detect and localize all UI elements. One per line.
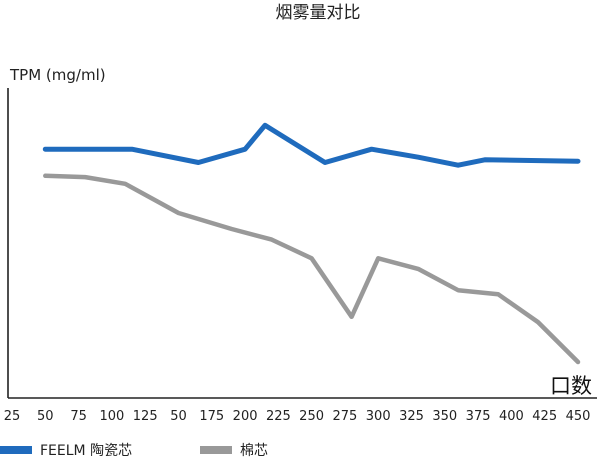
series-line [43,173,581,365]
x-tick-label: 375 [466,409,491,424]
x-tick-label: 25 [4,409,21,424]
series-layer [42,122,581,365]
x-tick-label: 50 [170,409,187,424]
x-tick-label: 175 [199,409,224,424]
x-tick-label: 200 [233,409,258,424]
legend-label: FEELM 陶瓷芯 [40,443,132,458]
x-tick-label: 75 [70,409,87,424]
x-tick-label: 300 [366,409,391,424]
x-tick-label: 50 [37,409,54,424]
x-tick-label: 350 [432,409,457,424]
legend-swatch [0,446,32,454]
legend: FEELM 陶瓷芯 棉芯 [0,442,268,458]
x-tick-label: 100 [99,409,124,424]
legend-swatch [200,446,232,454]
x-axis-label: 口数 [550,374,592,398]
series-line [42,122,581,168]
x-tick-label: 400 [499,409,524,424]
x-tick-label: 450 [566,409,591,424]
legend-label: 棉芯 [240,442,268,458]
x-tick-label: 225 [266,409,291,424]
x-tick-label: 425 [532,409,557,424]
chart-title: 烟雾量对比 [276,3,361,23]
x-tick-label: 275 [332,409,357,424]
y-axis-label: TPM (mg/ml) [9,66,106,84]
x-tick-label: 125 [133,409,158,424]
x-tick-label: 325 [399,409,424,424]
x-tick-labels: 25 50 75 100 125 50 175 200 225 250 275 300 325 350 37… [4,409,591,424]
x-tick-label: 250 [299,409,324,424]
